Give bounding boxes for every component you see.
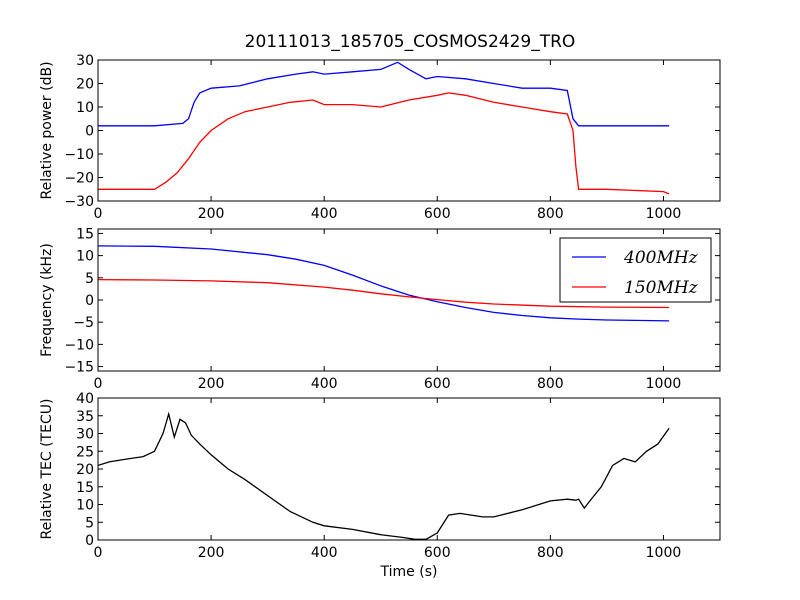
y-tick-label: 10 — [76, 100, 94, 116]
power-subplot: 0 200 400 600 800 1000 −30 −20 −10 0 10 20 30 Relativ… — [39, 53, 721, 222]
y-tick-label: 15 — [76, 480, 94, 496]
y-tick-label: 30 — [76, 53, 94, 69]
y-tick-label: 10 — [76, 498, 94, 514]
y-tick-label: 5 — [85, 515, 94, 531]
y-tick-label: 0 — [85, 293, 94, 309]
x-tick-label: 0 — [94, 376, 103, 392]
y-axis-label: Relative power (dB) — [39, 61, 55, 199]
y-tick-label: 5 — [85, 271, 94, 287]
x-tick-label: 400 — [311, 545, 338, 561]
x-tick-label: 200 — [198, 545, 225, 561]
y-tick-label: 35 — [76, 409, 94, 425]
y-tick-label: 0 — [85, 533, 94, 549]
chart-title: 20111013_185705_COSMOS2429_TRO — [245, 32, 576, 52]
x-tick-label: 600 — [424, 376, 451, 392]
x-tick-label: 1000 — [646, 545, 682, 561]
x-tick-label: 0 — [94, 545, 103, 561]
x-tick-label: 200 — [198, 206, 225, 222]
y-tick-label: −10 — [64, 147, 94, 163]
x-tick-label: 800 — [537, 376, 564, 392]
x-tick-label: 0 — [94, 206, 103, 222]
x-tick-label: 1000 — [646, 376, 682, 392]
tec-subplot: 0 200 400 600 800 10000510152025303540Relativ… — [39, 391, 721, 561]
frequency-series-2-line — [98, 278, 670, 309]
y-tick-label: 0 — [85, 124, 94, 140]
x-tick-label: 800 — [537, 206, 564, 222]
y-tick-label: −10 — [64, 337, 94, 353]
y-tick-label: 15 — [76, 226, 94, 242]
y-tick-label: −5 — [73, 315, 94, 331]
x-tick-label: 1000 — [646, 206, 682, 222]
power-series-2-line — [98, 92, 670, 195]
y-tick-label: −30 — [64, 194, 94, 210]
x-tick-label: 400 — [311, 376, 338, 392]
power-series-1-line — [98, 61, 670, 127]
y-tick-label: 20 — [76, 77, 94, 93]
y-tick-label: 30 — [76, 427, 94, 443]
y-tick-label: −15 — [64, 360, 94, 376]
tec-series-1-line — [98, 411, 670, 540]
legend: 400MHz 150MHz — [559, 237, 712, 303]
legend-label: 150MHz — [624, 278, 699, 298]
frequency-subplot: 0 200 400 600 800 1000 −15 −10 −5 0 5 10 15 Frequency… — [39, 226, 721, 392]
x-tick-label: 600 — [424, 206, 451, 222]
y-tick-label: −20 — [64, 171, 94, 187]
x-axis-label: Time (s) — [380, 564, 438, 580]
legend-label: 400MHz — [623, 248, 699, 268]
y-tick-label: 40 — [76, 391, 94, 407]
x-tick-label: 800 — [537, 545, 564, 561]
y-axis-label: Relative TEC (TECU) — [39, 399, 55, 540]
y-tick-label: 10 — [76, 249, 94, 265]
y-tick-label: 20 — [76, 462, 94, 478]
x-tick-label: 400 — [311, 206, 338, 222]
y-tick-label: 25 — [76, 444, 94, 460]
y-axis-label: Frequency (kHz) — [39, 243, 55, 357]
x-tick-label: 600 — [424, 545, 451, 561]
x-tick-label: 200 — [198, 376, 225, 392]
